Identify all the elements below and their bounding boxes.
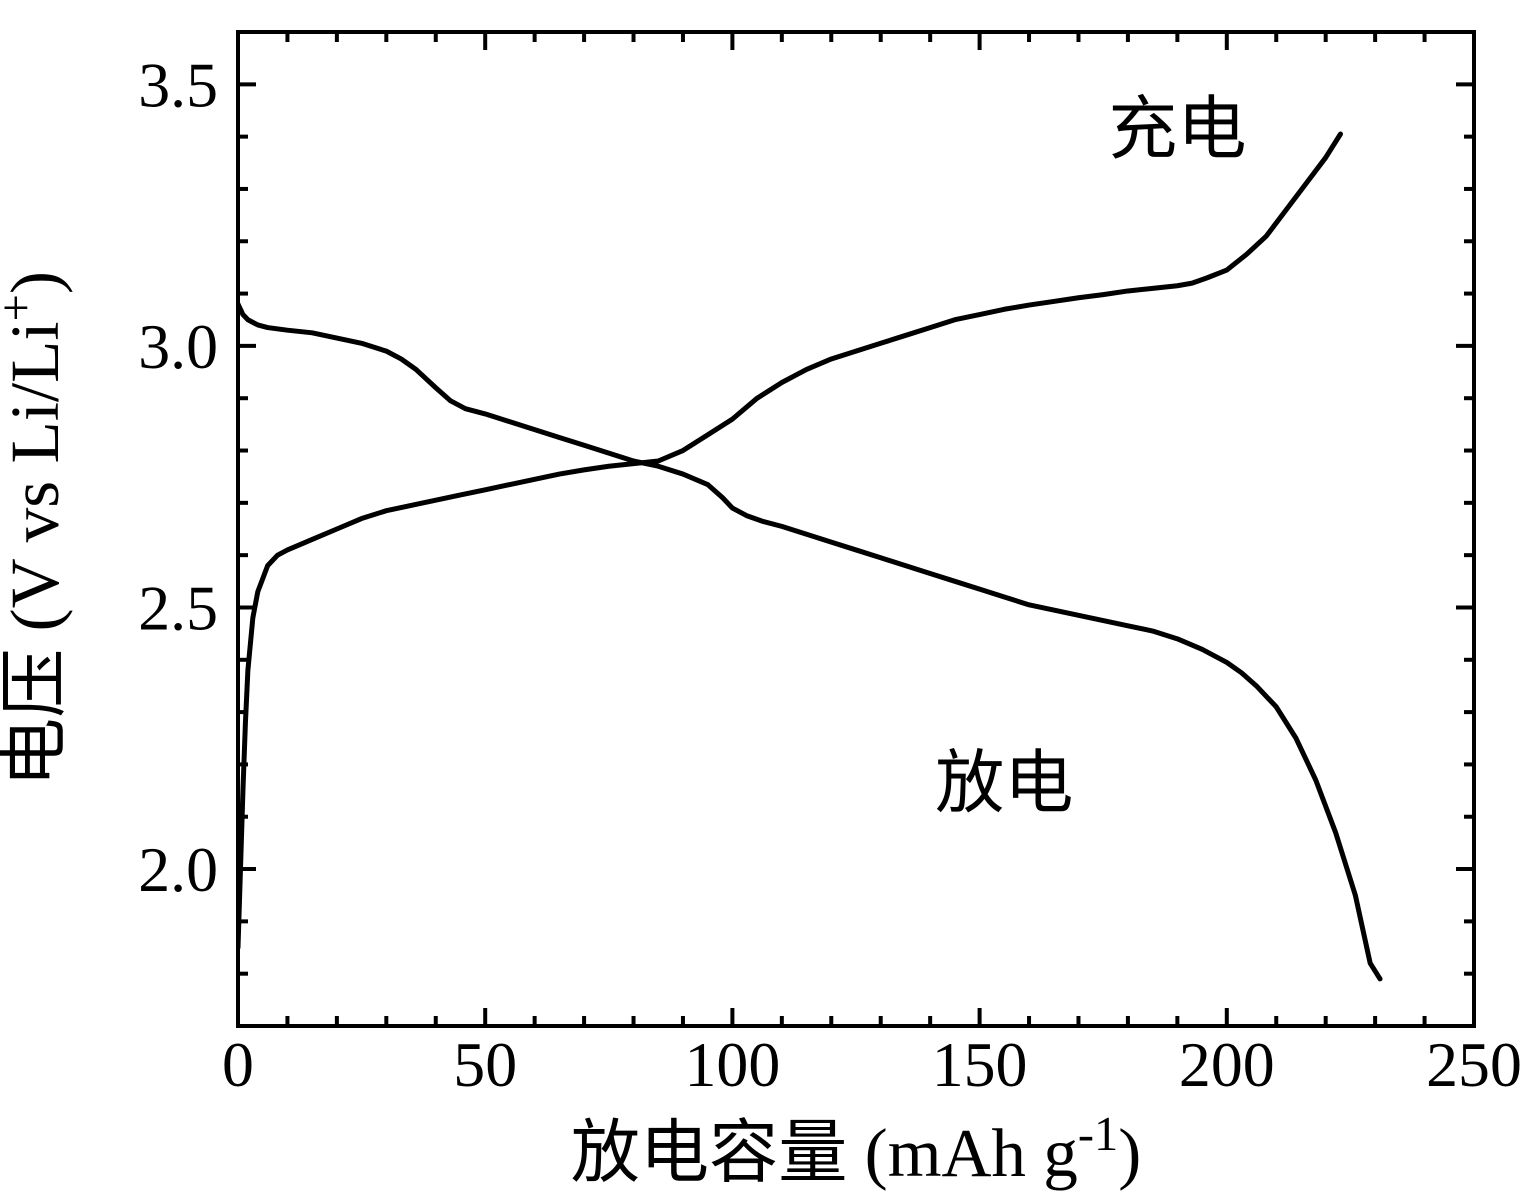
- x-tick-label: 200: [1179, 1029, 1275, 1100]
- voltage-capacity-chart: 0 50 100 150 200 250 2.0 2.5 3.0 3.5 放电容量 (mAh g-1…: [0, 0, 1533, 1202]
- x-axis-title: 放电容量 (mAh g-1): [571, 1108, 1141, 1192]
- y-tick-label: 2.5: [138, 572, 218, 643]
- chart-container: 0 50 100 150 200 250 2.0 2.5 3.0 3.5 放电容量 (mAh g-1…: [0, 0, 1533, 1202]
- x-tick-label: 0: [222, 1029, 254, 1100]
- x-tick-label: 50: [453, 1029, 517, 1100]
- y-tick-label: 2.0: [138, 834, 218, 905]
- x-tick-label: 150: [932, 1029, 1028, 1100]
- x-tick-label: 100: [685, 1029, 781, 1100]
- charge-label: 充电: [1108, 90, 1246, 167]
- y-axis-title: 电压 (V vs Li/Li+): [0, 271, 73, 787]
- y-tick-label: 3.5: [138, 49, 218, 120]
- y-tick-label: 3.0: [138, 311, 218, 382]
- discharge-label: 放电: [935, 744, 1073, 821]
- x-tick-label: 250: [1426, 1029, 1522, 1100]
